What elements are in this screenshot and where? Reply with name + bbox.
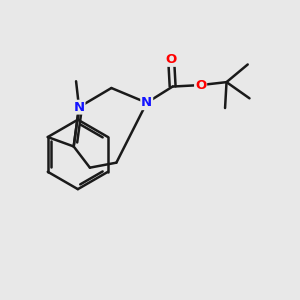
Text: N: N <box>141 96 152 109</box>
Text: O: O <box>195 79 206 92</box>
Text: N: N <box>74 101 85 114</box>
Text: O: O <box>166 53 177 66</box>
